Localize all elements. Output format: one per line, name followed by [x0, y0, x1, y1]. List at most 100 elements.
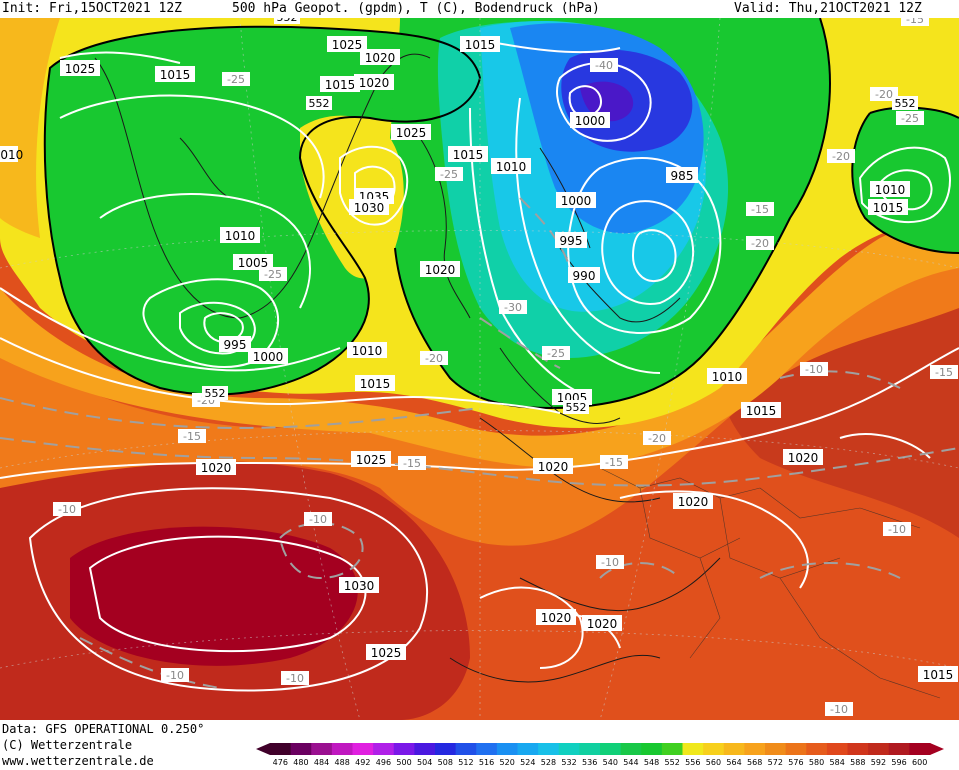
isobar-label: 1015: [741, 402, 781, 418]
svg-text:985: 985: [671, 169, 694, 183]
svg-text:1010: 1010: [875, 183, 906, 197]
isobar-label: 995: [555, 232, 587, 248]
temperature-label: -25: [435, 167, 463, 181]
colorbar-tick-label: 584: [830, 758, 845, 767]
colorbar-swatch: [455, 743, 477, 755]
colorbar-tick-label: 572: [768, 758, 783, 767]
isobar-label: 1015: [868, 199, 908, 215]
colorbar-tick-label: 512: [458, 758, 473, 767]
isobar-label: 1015: [155, 66, 195, 82]
svg-text:-20: -20: [875, 88, 893, 101]
temperature-label: -25: [222, 72, 250, 86]
temperature-label: -15: [746, 202, 774, 216]
height-label: 552: [306, 96, 332, 110]
svg-text:1015: 1015: [923, 668, 954, 682]
colorbar-tick-label: 528: [541, 758, 556, 767]
colorbar-swatch: [538, 743, 560, 755]
colorbar-tick-label: 536: [582, 758, 597, 767]
svg-text:1020: 1020: [359, 76, 390, 90]
temperature-label: -10: [161, 668, 189, 682]
colorbar-swatch: [806, 743, 828, 755]
svg-text:1025: 1025: [332, 38, 363, 52]
svg-text:-20: -20: [832, 150, 850, 163]
svg-text:-30: -30: [504, 301, 522, 314]
svg-text:1020: 1020: [425, 263, 456, 277]
colorbar-tick-label: 504: [417, 758, 432, 767]
colorbar-tick-label: 564: [726, 758, 741, 767]
temperature-label: -10: [53, 502, 81, 516]
svg-text:-25: -25: [227, 73, 245, 86]
svg-text:1010: 1010: [496, 160, 527, 174]
svg-text:1015: 1015: [453, 148, 484, 162]
svg-text:1010: 1010: [225, 229, 256, 243]
colorbar-swatch: [393, 743, 415, 755]
temperature-label: -20: [870, 87, 898, 101]
svg-text:552: 552: [277, 18, 298, 24]
isobar-label: 1025: [351, 451, 391, 467]
svg-text:-10: -10: [58, 503, 76, 516]
svg-text:-15: -15: [906, 18, 924, 26]
svg-text:-10: -10: [309, 513, 327, 526]
svg-text:1025: 1025: [65, 62, 96, 76]
colorbar-tick-label: 560: [706, 758, 721, 767]
height-label: 552: [202, 386, 228, 400]
colorbar-swatch: [826, 743, 848, 755]
colorbar-tick-label: 600: [912, 758, 927, 767]
colorbar-swatch: [785, 743, 807, 755]
contour-552-cutoff: [851, 106, 959, 254]
height-label: 552: [563, 400, 589, 414]
svg-text:1015: 1015: [360, 377, 391, 391]
colorbar-swatch: [517, 743, 539, 755]
colorbar-tick-label: 544: [623, 758, 638, 767]
colorbar-swatch: [579, 743, 601, 755]
light-orange-band: [0, 222, 959, 468]
temperature-label: -40: [590, 58, 618, 72]
colorbar-swatch: [435, 743, 457, 755]
temperature-label: -15: [930, 365, 958, 379]
colorbar-tick-label: 592: [871, 758, 886, 767]
svg-text:-10: -10: [830, 703, 848, 716]
svg-text:-10: -10: [805, 363, 823, 376]
isobar-label: 1000: [248, 348, 288, 364]
svg-text:552: 552: [205, 387, 226, 400]
svg-text:-10: -10: [888, 523, 906, 536]
svg-text:1020: 1020: [678, 495, 709, 509]
west-orange-edge: [0, 18, 60, 238]
colorbar-tick-label: 548: [644, 758, 659, 767]
colorbar-tick-label: 484: [314, 758, 329, 767]
colorbar-swatch: [765, 743, 787, 755]
svg-text:1030: 1030: [344, 579, 375, 593]
colorbar-swatch: [270, 743, 292, 755]
temperature-label: -10: [825, 702, 853, 716]
isobar-label: 1010: [220, 227, 260, 243]
temperature-label: -25: [259, 267, 287, 281]
temperature-label: -10: [800, 362, 828, 376]
svg-text:-10: -10: [166, 669, 184, 682]
svg-text:-25: -25: [440, 168, 458, 181]
dark-red-core: [70, 526, 358, 666]
isobar-label: 985: [666, 167, 698, 183]
temperature-label: -20: [746, 236, 774, 250]
isobar-label: 1010: [491, 158, 531, 174]
colorbar-tick-label: 480: [293, 758, 308, 767]
temperature-label: -10: [883, 522, 911, 536]
isobar-label: 1015: [448, 146, 488, 162]
height-labels: 552 552 552 552 552: [202, 18, 918, 414]
isobar-label: 1025: [327, 36, 367, 52]
colorbar-swatch: [414, 743, 436, 755]
isobar-label: 1005: [233, 254, 273, 270]
green-trough-west: [44, 26, 480, 395]
colorbar-swatch: [600, 743, 622, 755]
data-source-text: Data: GFS OPERATIONAL 0.250°: [2, 722, 205, 736]
svg-text:-15: -15: [605, 456, 623, 469]
isobar-label: 1020: [582, 615, 622, 631]
valid-time: Valid: Thu,21OCT2021 12Z: [734, 1, 922, 16]
svg-text:1020: 1020: [541, 611, 572, 625]
temperature-label: -10: [304, 512, 332, 526]
temperature-label: -20: [827, 149, 855, 163]
colorbar-swatch: [909, 743, 931, 755]
svg-text:1000: 1000: [253, 350, 284, 364]
colorbar-swatch: [311, 743, 333, 755]
colorbar-tick-label: 524: [520, 758, 535, 767]
svg-text:1015: 1015: [873, 201, 904, 215]
